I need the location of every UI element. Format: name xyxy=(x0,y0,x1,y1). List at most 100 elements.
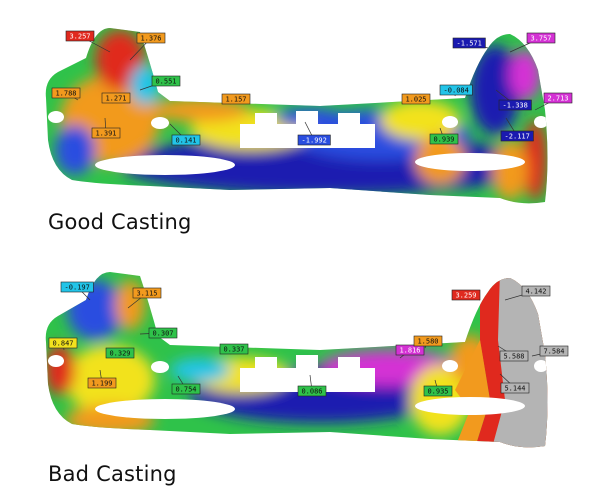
bad-tag: 3.259 xyxy=(451,289,481,301)
bad-tag-value: 7.584 xyxy=(543,348,564,356)
good-tag-value: 1.271 xyxy=(105,95,126,103)
bad-tag-value: 3.115 xyxy=(136,290,157,298)
bad-tag-value: 5.144 xyxy=(504,385,525,393)
good-tag: 1.025 xyxy=(401,93,431,105)
good-tag: 0.939 xyxy=(429,127,459,145)
bad-tag: 4.142 xyxy=(504,285,551,301)
bad-tag-box xyxy=(219,343,249,355)
good-tag-box xyxy=(543,92,573,104)
good-tag-box xyxy=(498,99,532,111)
good-label-tags: 3.257 1.376 0.551 1.788 1.271 1.391 0.141 1.157… xyxy=(51,30,573,146)
good-tag-box xyxy=(429,133,459,145)
bad-tag-box xyxy=(413,335,443,347)
good-tag-box xyxy=(401,93,431,105)
bad-casting-scan: -0.197 3.115 0.307 0.847 0.329 1.199 0.754 0.33… xyxy=(45,272,569,448)
bad-tag-box xyxy=(87,377,117,389)
bad-tag: 1.199 xyxy=(87,369,117,389)
bad-tag-box xyxy=(499,350,529,362)
good-tag: 1.376 xyxy=(129,32,166,61)
good-tag-value: 1.025 xyxy=(405,96,426,104)
good-tag: 1.271 xyxy=(101,92,131,104)
good-tag-value: -1.992 xyxy=(302,137,327,145)
bad-tag-box xyxy=(451,289,481,301)
bad-tag-box xyxy=(539,345,569,357)
bad-tag: 1.580 xyxy=(413,335,443,349)
good-tag-box xyxy=(65,30,95,42)
good-tag: 0.551 xyxy=(139,75,181,91)
good-tag: 0.141 xyxy=(169,123,201,146)
good-tag-box xyxy=(439,84,473,96)
bad-tag: 0.935 xyxy=(423,379,453,397)
good-tag-box xyxy=(171,134,201,146)
bad-tag: 0.337 xyxy=(219,343,249,355)
bad-tag-box xyxy=(521,285,551,297)
bad-tag-value: 1.580 xyxy=(417,338,438,346)
good-tag-value: -1.571 xyxy=(457,40,482,48)
bad-tag: 5.588 xyxy=(497,345,529,362)
good-tag-value: -1.338 xyxy=(503,102,528,110)
good-tag-box xyxy=(101,92,131,104)
good-casting-caption: Good Casting xyxy=(48,210,192,234)
bad-tag: 0.847 xyxy=(48,337,78,351)
bad-label-tags: -0.197 3.115 0.307 0.847 0.329 1.199 0.754 0.33… xyxy=(48,281,569,397)
bad-tag-value: 4.142 xyxy=(525,288,546,296)
good-tag-box xyxy=(91,127,121,139)
bad-tag-box xyxy=(423,385,453,397)
bad-tag-box xyxy=(297,385,327,397)
bad-tag-value: 1.816 xyxy=(399,347,420,355)
bad-tag-box xyxy=(171,383,201,395)
bad-casting-panel: -0.197 3.115 0.307 0.847 0.329 1.199 0.754 0.33… xyxy=(0,250,600,500)
bad-tag-box xyxy=(395,344,425,356)
bad-tag-value: 0.337 xyxy=(223,346,244,354)
good-tag-value: 3.757 xyxy=(530,35,551,43)
good-tag-value: 0.551 xyxy=(155,78,176,86)
good-tag: -1.992 xyxy=(297,121,331,146)
good-tag-value: -2.117 xyxy=(505,133,530,141)
good-tag: -1.338 xyxy=(495,89,532,111)
good-tag: 2.713 xyxy=(534,92,573,111)
bad-tag-value: 0.329 xyxy=(109,350,130,358)
good-tag: -0.084 xyxy=(439,84,473,97)
good-tag-value: 0.141 xyxy=(175,137,196,145)
bad-tag-box xyxy=(60,281,94,293)
bad-tag-value: 0.754 xyxy=(175,386,196,394)
good-tag: 3.257 xyxy=(65,30,111,53)
bad-casting-caption: Bad Casting xyxy=(48,462,177,486)
good-tag-box xyxy=(500,130,534,142)
good-tag: 3.757 xyxy=(509,32,556,53)
bad-tag: 0.307 xyxy=(139,327,178,339)
good-tag-box xyxy=(136,32,166,44)
good-tag-value: 3.257 xyxy=(69,33,90,41)
bad-tag-value: -0.197 xyxy=(65,284,90,292)
bad-tag: 1.816 xyxy=(395,344,425,359)
bad-tag: 0.329 xyxy=(105,347,135,359)
good-casting-panel: 3.257 1.376 0.551 1.788 1.271 1.391 0.141 1.157… xyxy=(45,28,573,234)
good-tag-box xyxy=(297,134,331,146)
good-tag-value: 1.391 xyxy=(95,130,116,138)
bad-tag-box xyxy=(148,327,178,339)
good-tag: -1.571 xyxy=(452,37,489,49)
good-color-map xyxy=(45,28,548,204)
bad-tag: 7.584 xyxy=(531,345,569,357)
good-tag: -2.117 xyxy=(500,117,534,142)
bad-tag-value: 0.847 xyxy=(52,340,73,348)
good-tag-value: -0.084 xyxy=(444,87,469,95)
bad-tag-value: 0.935 xyxy=(427,388,448,396)
bad-tag-value: 1.199 xyxy=(91,380,112,388)
bad-tag-box xyxy=(500,382,530,394)
good-tag-box xyxy=(452,37,486,49)
good-casting-scan: 3.257 1.376 0.551 1.788 1.271 1.391 0.141 1.157… xyxy=(45,28,573,204)
good-tag: 1.157 xyxy=(221,93,251,105)
bad-tag: 3.115 xyxy=(127,287,162,309)
good-tag-value: 2.713 xyxy=(547,95,568,103)
good-tag-box xyxy=(51,87,81,99)
bad-tag-box xyxy=(105,347,135,359)
bad-color-map xyxy=(45,272,548,448)
bad-tag-value: 5.588 xyxy=(503,353,524,361)
bad-tag-value: 0.086 xyxy=(301,388,322,396)
bad-tag: -0.197 xyxy=(60,281,94,301)
good-tag-value: 1.376 xyxy=(140,35,161,43)
good-tag-value: 0.939 xyxy=(433,136,454,144)
bad-tag: 0.086 xyxy=(297,374,327,397)
bad-tag: 0.754 xyxy=(171,375,201,395)
